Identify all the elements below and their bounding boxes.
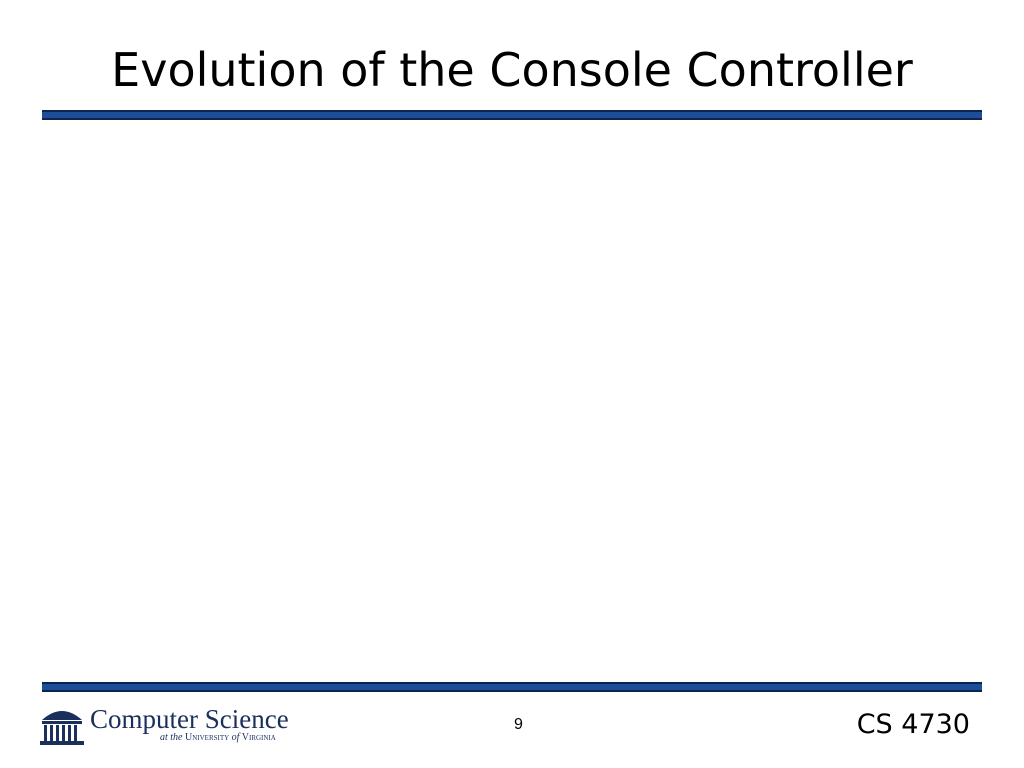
logo-state: Virginia: [241, 732, 276, 743]
logo-university: University: [185, 732, 230, 743]
footer-rule: [42, 682, 982, 692]
logo-icon: [40, 711, 84, 745]
logo-of: of: [231, 732, 240, 743]
logo-subtitle: at the University of Virginia: [160, 732, 276, 743]
course-label: CS 4730: [856, 709, 970, 740]
logo-name: Computer Science: [90, 704, 289, 734]
logo-prefix: at the: [160, 732, 183, 743]
title-rule: [42, 110, 982, 120]
page-number: 9: [514, 716, 523, 733]
slide-title: Evolution of the Console Controller: [111, 43, 913, 97]
